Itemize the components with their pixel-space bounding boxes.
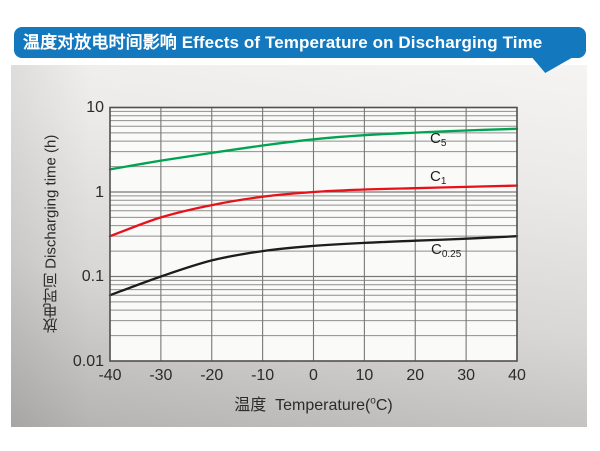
x-tick-label: -30 bbox=[149, 367, 173, 384]
x-tick-label: -40 bbox=[98, 367, 122, 384]
x-axis-title: 温度 Temperature(oC) bbox=[110, 391, 517, 415]
curve-c1 bbox=[108, 184, 519, 238]
plot-frame bbox=[109, 106, 518, 362]
x-axis-title-text: 温度 Temperature( bbox=[234, 397, 371, 414]
page-title: 温度对放电时间影响 Effects of Temperature on Disc… bbox=[23, 33, 543, 52]
curve-c5 bbox=[108, 127, 519, 171]
x-tick-label: 10 bbox=[355, 367, 374, 384]
curve-label-c5: C5 bbox=[430, 130, 447, 150]
y-tick-label: 0.1 bbox=[81, 268, 104, 285]
curve-label-c1: C1 bbox=[430, 168, 447, 188]
y-tick-label: 10 bbox=[86, 99, 104, 116]
x-tick-label: 20 bbox=[406, 367, 425, 384]
y-tick-label: 1 bbox=[95, 183, 104, 201]
x-axis-title-unit: C) bbox=[375, 397, 393, 414]
x-tick-label: 0 bbox=[309, 367, 318, 384]
x-tick-label: -20 bbox=[200, 367, 224, 384]
curve-label-c0_25: C0.25 bbox=[431, 241, 462, 261]
x-tick-label: 30 bbox=[457, 367, 476, 384]
x-tick-label: 40 bbox=[508, 367, 526, 384]
y-tick-label: 0.01 bbox=[72, 352, 104, 370]
x-tick-label: -10 bbox=[251, 367, 275, 384]
y-axis-title: 放电时间 Discharging time (h) bbox=[42, 134, 60, 334]
title-banner: 温度对放电时间影响 Effects of Temperature on Disc… bbox=[14, 27, 586, 58]
degree-symbol: o bbox=[370, 395, 376, 407]
curve-c0_25 bbox=[108, 235, 519, 297]
